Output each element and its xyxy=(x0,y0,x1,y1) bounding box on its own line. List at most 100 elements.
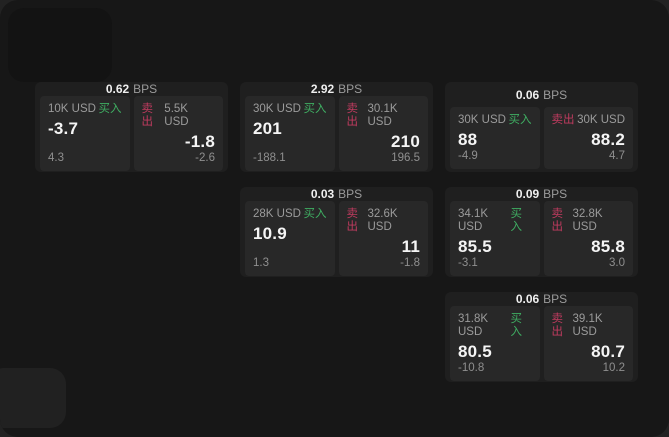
buy-panel[interactable]: 30K USD 买入 201 -188.1 xyxy=(245,96,335,171)
buy-panel-header: 34.1K USD 买入 xyxy=(458,208,532,234)
buy-panel-header: 30K USD 买入 xyxy=(458,114,532,127)
sell-panel-header: 卖出 5.5K USD xyxy=(142,103,216,129)
buy-delta: -188.1 xyxy=(253,152,286,164)
corner-decoration-top-left xyxy=(8,8,112,82)
sell-amount: 32.8K USD xyxy=(572,208,603,233)
sell-price: -1.8 xyxy=(184,132,215,151)
card-header: 0.03 BPS xyxy=(245,187,428,201)
bps-value: 0.09 xyxy=(515,187,540,201)
sell-panel[interactable]: 卖出 32.6K USD 11 -1.8 xyxy=(338,201,428,276)
quote-panels: 10K USD 买入 -3.7 4.3 卖出 5.5K USD -1.8 -2.… xyxy=(40,96,223,171)
quote-card: 0.06 BPS 30K USD 买入 88 -4.9 卖出 30K USD 8… xyxy=(445,82,638,172)
sell-side-label: 卖出 xyxy=(346,103,359,128)
buy-price: 201 xyxy=(253,119,282,138)
card-header: 2.92 BPS xyxy=(245,82,428,96)
sell-amount: 5.5K USD xyxy=(164,103,189,128)
bps-value: 0.62 xyxy=(105,82,130,96)
card-header: 0.62 BPS xyxy=(40,82,223,96)
sell-price: 11 xyxy=(401,237,420,256)
bps-unit-label: BPS xyxy=(543,292,568,306)
sell-panel-header: 卖出 30.1K USD xyxy=(347,103,421,129)
sell-panel-header: 卖出 32.8K USD xyxy=(552,208,626,234)
quote-panels: 34.1K USD 买入 85.5 -3.1 卖出 32.8K USD 85.8… xyxy=(450,201,633,276)
sell-amount: 39.1K USD xyxy=(572,313,603,338)
buy-panel[interactable]: 31.8K USD 买入 80.5 -10.8 xyxy=(450,306,540,381)
buy-panel[interactable]: 34.1K USD 买入 85.5 -3.1 xyxy=(450,201,540,276)
buy-amount: 31.8K USD xyxy=(458,313,489,338)
sell-panel[interactable]: 卖出 39.1K USD 80.7 10.2 xyxy=(543,306,633,381)
bps-value: 0.03 xyxy=(310,187,335,201)
sell-panel-header: 卖出 30K USD xyxy=(552,114,626,127)
quote-card: 0.03 BPS 28K USD 买入 10.9 1.3 卖出 32.6K US… xyxy=(240,187,433,277)
buy-price: -3.7 xyxy=(48,119,79,138)
bps-value: 0.06 xyxy=(515,292,540,306)
corner-decoration-bottom-left xyxy=(0,368,66,428)
buy-delta: -10.8 xyxy=(458,362,485,374)
buy-panel[interactable]: 28K USD 买入 10.9 1.3 xyxy=(245,201,335,276)
sell-delta: -2.6 xyxy=(195,152,215,164)
buy-price: 10.9 xyxy=(253,224,287,243)
quote-card: 0.06 BPS 31.8K USD 买入 80.5 -10.8 卖出 39.1… xyxy=(445,292,638,382)
buy-side-label: 买入 xyxy=(303,208,327,220)
buy-amount: 30K USD xyxy=(458,114,506,126)
buy-panel-header: 31.8K USD 买入 xyxy=(458,313,532,339)
buy-panel-header: 30K USD 买入 xyxy=(253,103,327,116)
sell-amount: 32.6K USD xyxy=(367,208,398,233)
quote-panels: 31.8K USD 买入 80.5 -10.8 卖出 39.1K USD 80.… xyxy=(450,306,633,381)
buy-delta: -3.1 xyxy=(458,257,478,269)
sell-amount: 30K USD xyxy=(577,114,625,126)
quote-card: 0.09 BPS 34.1K USD 买入 85.5 -3.1 卖出 32.8K… xyxy=(445,187,638,277)
bps-unit-label: BPS xyxy=(543,87,568,102)
sell-panel-header: 卖出 32.6K USD xyxy=(347,208,421,234)
bps-value: 2.92 xyxy=(310,82,335,96)
card-header: 0.06 BPS xyxy=(450,292,633,306)
quote-panels: 30K USD 买入 201 -188.1 卖出 30.1K USD 210 1… xyxy=(245,96,428,171)
card-header: 0.09 BPS xyxy=(450,187,633,201)
sell-panel[interactable]: 卖出 30K USD 88.2 4.7 xyxy=(543,107,633,169)
buy-side-label: 买入 xyxy=(508,114,532,126)
bps-unit-label: BPS xyxy=(338,82,363,96)
sell-delta: 3.0 xyxy=(609,257,625,269)
buy-price: 88 xyxy=(458,130,478,149)
bps-unit-label: BPS xyxy=(543,187,568,201)
sell-delta: -1.8 xyxy=(400,257,420,269)
quote-card: 2.92 BPS 30K USD 买入 201 -188.1 卖出 30.1K … xyxy=(240,82,433,172)
buy-amount: 30K USD xyxy=(253,103,301,115)
quote-panels: 30K USD 买入 88 -4.9 卖出 30K USD 88.2 4.7 xyxy=(450,107,633,169)
sell-amount: 30.1K USD xyxy=(367,103,398,128)
quote-card: 0.62 BPS 10K USD 买入 -3.7 4.3 卖出 5.5K USD… xyxy=(35,82,228,172)
sell-side-label: 卖出 xyxy=(141,103,154,128)
buy-panel[interactable]: 10K USD 买入 -3.7 4.3 xyxy=(40,96,130,171)
bps-value: 0.06 xyxy=(515,87,540,102)
buy-side-label: 买入 xyxy=(303,103,327,115)
buy-panel-header: 28K USD 买入 xyxy=(253,208,327,221)
sell-price: 85.8 xyxy=(591,237,625,256)
buy-delta: 1.3 xyxy=(253,257,269,269)
sell-delta: 196.5 xyxy=(391,152,420,164)
sell-price: 88.2 xyxy=(591,130,625,149)
sell-delta: 10.2 xyxy=(602,362,625,374)
buy-delta: 4.3 xyxy=(48,152,64,164)
sell-panel[interactable]: 卖出 5.5K USD -1.8 -2.6 xyxy=(133,96,223,171)
sell-price: 210 xyxy=(391,132,420,151)
buy-delta: -4.9 xyxy=(458,150,478,162)
buy-amount: 28K USD xyxy=(253,208,301,220)
sell-side-label: 卖出 xyxy=(346,208,359,233)
buy-panel[interactable]: 30K USD 买入 88 -4.9 xyxy=(450,107,540,169)
sell-panel-header: 卖出 39.1K USD xyxy=(552,313,626,339)
sell-panel[interactable]: 卖出 30.1K USD 210 196.5 xyxy=(338,96,428,171)
buy-amount: 34.1K USD xyxy=(458,208,489,233)
sell-side-label: 卖出 xyxy=(551,313,564,338)
sell-side-label: 卖出 xyxy=(551,114,575,126)
quote-panels: 28K USD 买入 10.9 1.3 卖出 32.6K USD 11 -1.8 xyxy=(245,201,428,276)
buy-amount: 10K USD xyxy=(48,103,96,115)
buy-side-label: 买入 xyxy=(510,313,523,338)
buy-price: 80.5 xyxy=(458,342,492,361)
buy-side-label: 买入 xyxy=(98,103,122,115)
sell-panel[interactable]: 卖出 32.8K USD 85.8 3.0 xyxy=(543,201,633,276)
quote-cards-grid: 0.62 BPS 10K USD 买入 -3.7 4.3 卖出 5.5K USD… xyxy=(35,82,638,382)
buy-panel-header: 10K USD 买入 xyxy=(48,103,122,116)
buy-side-label: 买入 xyxy=(510,208,523,233)
sell-side-label: 卖出 xyxy=(551,208,564,233)
